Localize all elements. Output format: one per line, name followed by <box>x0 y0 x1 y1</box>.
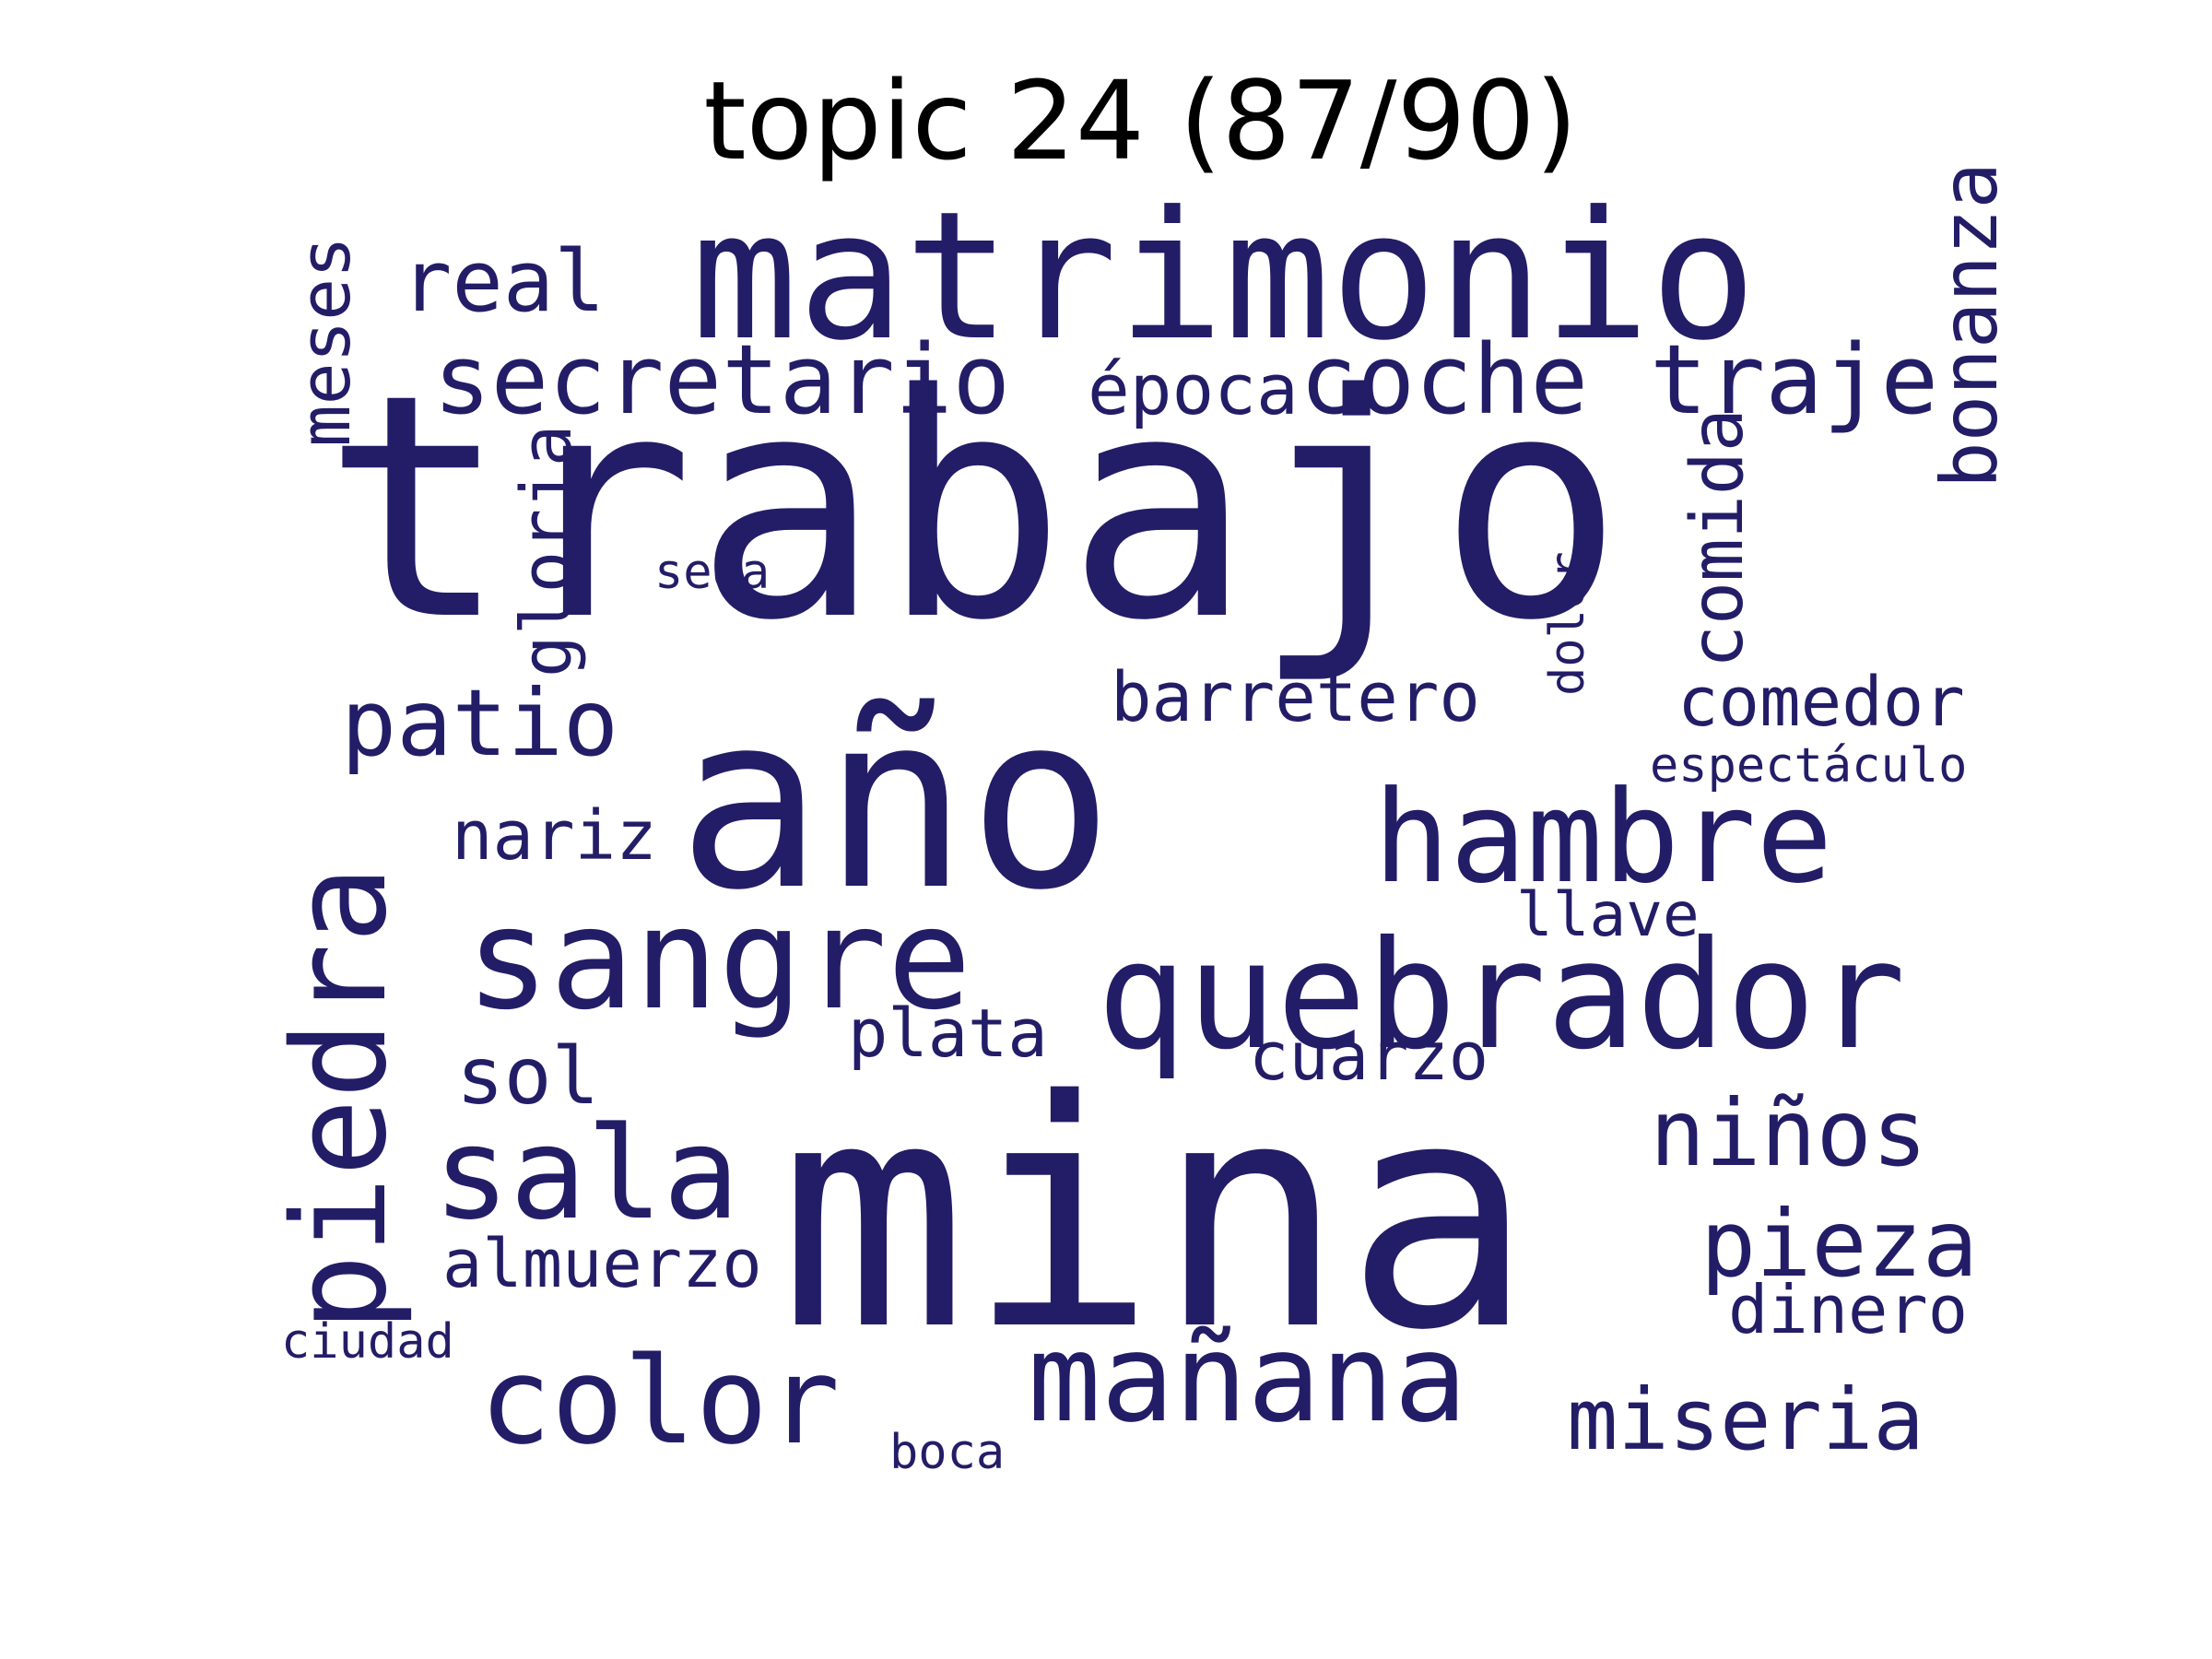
cloud-word: coche <box>1300 324 1589 436</box>
cloud-word: almuerzo <box>442 1225 762 1302</box>
cloud-word: llave <box>1516 879 1700 950</box>
cloud-word: sol <box>456 1030 600 1123</box>
cloud-word: barretero <box>1111 658 1480 737</box>
cloud-word: espectáculo <box>1650 738 1968 794</box>
cloud-word: dolor <box>1540 551 1595 696</box>
cloud-word: secretario <box>433 324 1011 436</box>
cloud-word: hambre <box>1373 763 1833 912</box>
cloud-word: boca <box>889 1425 1006 1480</box>
cloud-word: plata <box>848 994 1048 1072</box>
cloud-word: comida <box>1677 408 1759 668</box>
cloud-word: color <box>479 1331 841 1471</box>
cloud-word: patio <box>341 669 619 777</box>
cloud-word: nariz <box>452 796 657 876</box>
cloud-word: quebrador <box>1097 910 1906 1083</box>
cloud-word: niños <box>1650 1079 1928 1187</box>
cloud-word: mañana <box>1028 1308 1467 1450</box>
cloud-word: ciudad <box>281 1314 454 1370</box>
cloud-word: seda <box>654 545 771 600</box>
cloud-word: traje <box>1650 324 1939 436</box>
cloud-word: cuarzo <box>1249 1018 1489 1095</box>
cloud-word: gloria <box>505 424 587 677</box>
cloud-word: año <box>677 662 1114 943</box>
cloud-word: piedra <box>265 865 416 1332</box>
cloud-word: dinero <box>1728 1271 1969 1348</box>
cloud-word: época <box>1088 348 1299 430</box>
cloud-word: matrimonio <box>691 174 1757 380</box>
cloud-word: bonanza <box>1924 161 2015 488</box>
cloud-word: sala <box>433 1100 740 1248</box>
cloud-word: meses <box>284 236 366 447</box>
cloud-word: real <box>401 232 606 331</box>
figure-title: topic 24 (87/90) <box>703 57 1578 184</box>
cloud-word: sangre <box>465 877 972 1041</box>
cloud-word: trabajo <box>323 329 1624 688</box>
cloud-word: comedor <box>1677 663 1965 742</box>
cloud-word: miseria <box>1567 1371 1924 1469</box>
cloud-word: mina <box>779 1034 1534 1399</box>
cloud-word: pieza <box>1700 1190 1979 1298</box>
